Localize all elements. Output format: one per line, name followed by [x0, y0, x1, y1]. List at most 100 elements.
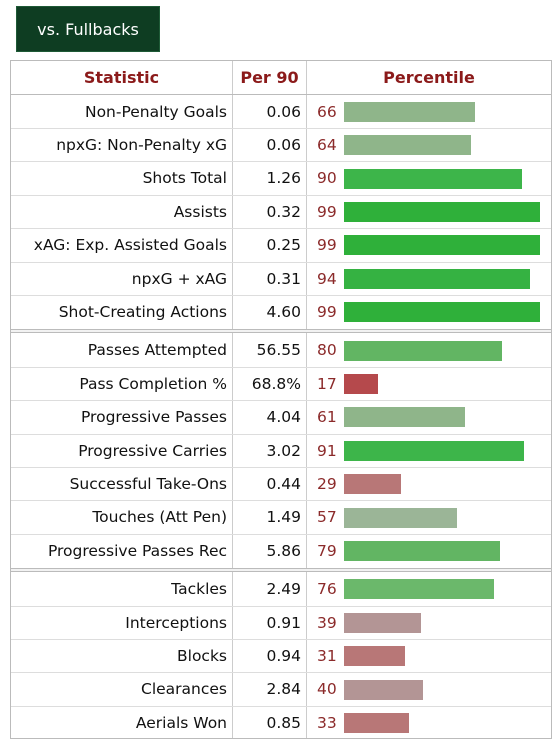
statistic-name: Assists: [173, 202, 227, 221]
percentile-value: 66: [317, 102, 337, 121]
row-divider: [11, 400, 551, 402]
statistic-name: Non-Penalty Goals: [84, 102, 227, 121]
percentile-bar: [344, 540, 501, 561]
statistic-name: Shot-Creating Actions: [58, 303, 227, 322]
statistic-name: npxG: Non-Penalty xG: [56, 136, 227, 155]
per90-value: 1.26: [266, 169, 301, 188]
row-divider: [11, 672, 551, 674]
percentile-bar: [344, 612, 422, 633]
statistic-name: Touches (Att Pen): [92, 508, 227, 527]
statistic-name: Aerials Won: [135, 713, 227, 732]
column-header: Per 90: [240, 68, 299, 87]
per90-value: 0.94: [266, 647, 301, 666]
statistic-name: Passes Attempted: [87, 341, 227, 360]
row-divider: [11, 366, 551, 368]
percentile-bar: [344, 579, 495, 600]
percentile-bar: [344, 440, 525, 461]
row-divider: [11, 261, 551, 263]
row-divider: [11, 194, 551, 196]
statistic-name: Pass Completion %: [79, 374, 227, 393]
percentile-value: 91: [317, 441, 337, 460]
statistic-name: Clearances: [141, 680, 227, 699]
row-divider: [11, 533, 551, 535]
row-divider: [11, 466, 551, 468]
per90-value: 5.86: [266, 541, 301, 560]
per90-value: 0.32: [266, 202, 301, 221]
percentile-value: 64: [317, 136, 337, 155]
per90-value: 0.25: [266, 236, 301, 255]
per90-value: 3.02: [266, 441, 301, 460]
statistic-name: npxG + xAG: [131, 269, 227, 288]
percentile-value: 76: [317, 580, 337, 599]
per90-value: 2.84: [266, 680, 301, 699]
percentile-bar: [344, 507, 457, 528]
per90-value: 0.91: [266, 613, 301, 632]
per90-value: 4.04: [266, 408, 301, 427]
percentile-bar: [344, 646, 406, 667]
percentile-bar: [344, 235, 541, 256]
percentile-value: 33: [317, 713, 337, 732]
stats-table: Statistic Per 90 Percentile Non-Penalty Goa…: [10, 60, 552, 739]
statistic-name: Progressive Passes: [80, 408, 227, 427]
percentile-bar: [344, 712, 410, 733]
statistic-name: Progressive Carries: [78, 441, 227, 460]
row-divider: [11, 500, 551, 502]
statistic-name: Progressive Passes Rec: [47, 541, 227, 560]
row-divider: [11, 605, 551, 607]
header-divider: [11, 94, 551, 95]
per90-value: 68.8%: [251, 374, 301, 393]
percentile-bar: [344, 201, 541, 222]
per90-value: 0.06: [266, 102, 301, 121]
row-divider: [11, 433, 551, 435]
percentile-value: 99: [317, 236, 337, 255]
percentile-bar: [344, 407, 465, 428]
percentile-bar: [344, 679, 424, 700]
per90-value: 0.06: [266, 136, 301, 155]
statistic-name: Shots Total: [142, 169, 227, 188]
per90-value: 4.60: [266, 303, 301, 322]
row-divider: [11, 705, 551, 707]
percentile-value: 99: [317, 303, 337, 322]
group-separator: [11, 567, 551, 572]
percentile-value: 90: [317, 169, 337, 188]
per90-value: 0.85: [266, 713, 301, 732]
statistic-name: Successful Take-Ons: [69, 475, 227, 494]
percentile-bar: [344, 474, 402, 495]
percentile-value: 94: [317, 269, 337, 288]
percentile-value: 79: [317, 541, 337, 560]
percentile-bar: [344, 168, 523, 189]
percentile-value: 40: [317, 680, 337, 699]
percentile-value: 80: [317, 341, 337, 360]
group-separator: [11, 328, 551, 333]
row-divider: [11, 294, 551, 296]
row-divider: [11, 161, 551, 163]
row-divider: [11, 228, 551, 230]
per90-value: 1.49: [266, 508, 301, 527]
statistic-name: Tackles: [171, 580, 227, 599]
column-divider: [306, 61, 307, 738]
per90-value: 56.55: [256, 341, 301, 360]
per90-value: 2.49: [266, 580, 301, 599]
statistic-name: Blocks: [177, 647, 227, 666]
percentile-bar: [344, 268, 531, 289]
statistic-name: Interceptions: [125, 613, 227, 632]
percentile-bar: [344, 101, 475, 122]
row-divider: [11, 127, 551, 129]
column-divider: [232, 61, 233, 738]
row-divider: [11, 638, 551, 640]
percentile-bar: [344, 135, 471, 156]
column-header: Percentile: [383, 68, 475, 87]
percentile-value: 17: [317, 374, 337, 393]
percentile-value: 31: [317, 647, 337, 666]
statistic-name: xAG: Exp. Assisted Goals: [33, 236, 227, 255]
percentile-value: 61: [317, 408, 337, 427]
percentile-bar: [344, 373, 378, 394]
percentile-bar: [344, 302, 541, 323]
percentile-value: 57: [317, 508, 337, 527]
percentile-value: 99: [317, 202, 337, 221]
column-header: Statistic: [83, 68, 160, 87]
percentile-value: 39: [317, 613, 337, 632]
percentile-value: 29: [317, 475, 337, 494]
filter-button[interactable]: vs. Fullbacks: [16, 6, 160, 52]
